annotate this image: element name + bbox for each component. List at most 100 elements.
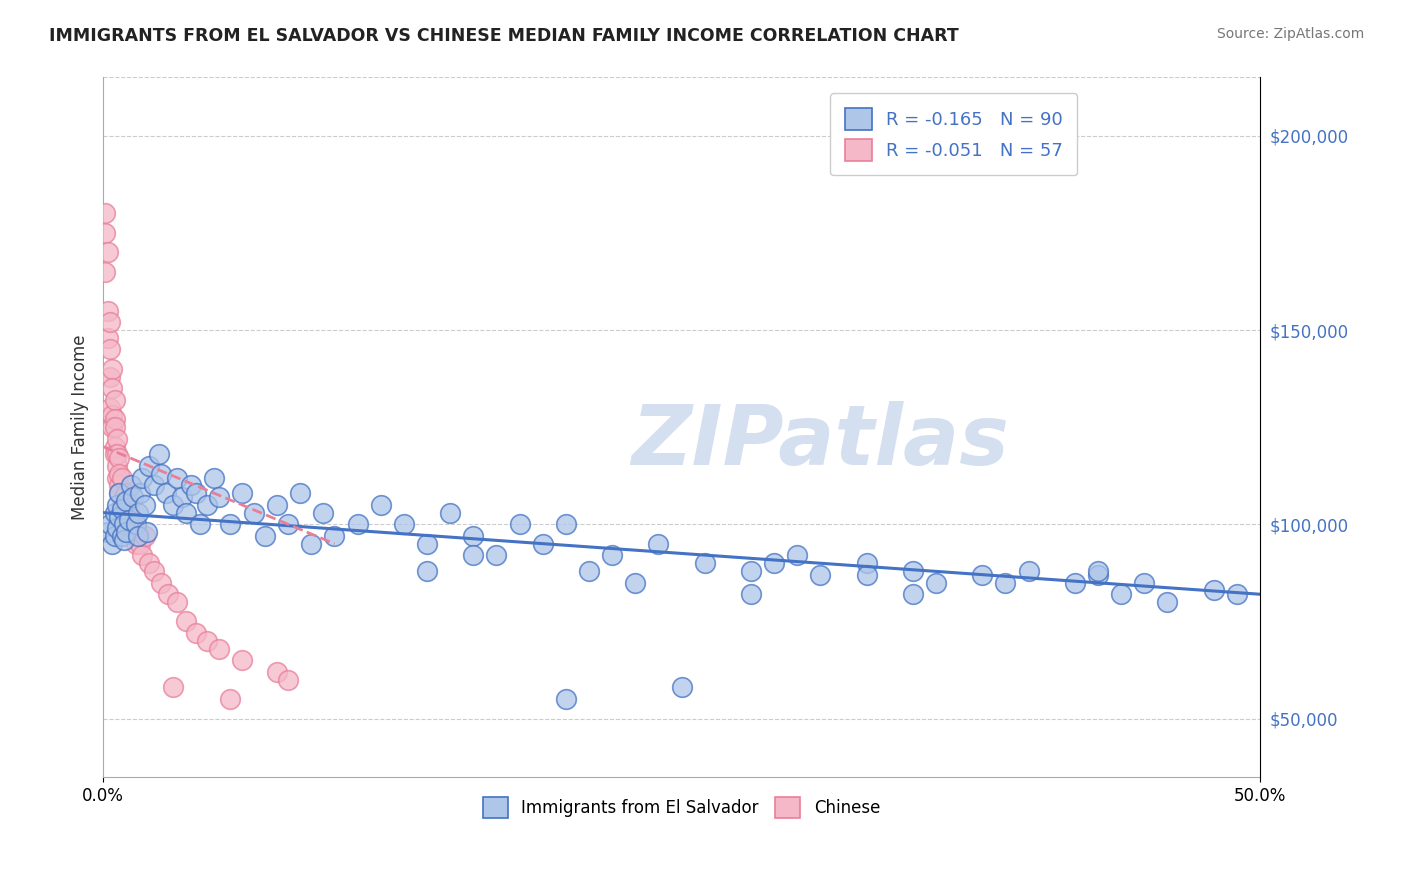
Point [901,564,924,578]
Point [101,420,124,434]
Point [1133,575,1156,590]
Point [299,537,322,551]
Point [127,506,149,520]
Point [127,529,149,543]
Point [108,467,131,481]
Point [162,498,184,512]
Point [554,517,576,532]
Point [108,509,131,524]
Point [188,517,211,532]
Text: Source: ZipAtlas.com: Source: ZipAtlas.com [1216,27,1364,41]
Point [578,564,600,578]
Point [184,486,207,500]
Point [97,524,120,539]
Point [101,381,124,395]
Point [180,478,202,492]
Point [98,369,121,384]
Point [120,478,142,492]
Point [994,575,1017,590]
Point [416,564,439,578]
Point [219,692,242,706]
Point [509,517,531,532]
Point [149,575,172,590]
Point [98,343,121,357]
Point [624,575,647,590]
Point [554,692,576,706]
Point [370,498,392,512]
Point [101,409,124,423]
Point [693,556,716,570]
Point [98,401,121,415]
Point [156,587,179,601]
Point [97,245,120,260]
Point [1018,564,1040,578]
Point [808,567,831,582]
Point [312,506,335,520]
Point [763,556,786,570]
Point [117,506,139,520]
Point [416,537,439,551]
Point [94,265,117,279]
Point [162,681,184,695]
Point [166,595,188,609]
Point [115,517,138,532]
Point [104,440,127,454]
Point [277,673,299,687]
Point [901,587,924,601]
Point [208,641,231,656]
Point [671,681,693,695]
Point [127,524,149,539]
Point [108,486,131,500]
Point [108,486,131,500]
Point [112,517,135,532]
Point [105,447,128,461]
Point [485,549,508,563]
Point [112,490,135,504]
Point [104,529,127,543]
Point [166,471,188,485]
Legend: Immigrants from El Salvador, Chinese: Immigrants from El Salvador, Chinese [477,791,887,824]
Point [122,517,145,532]
Point [1087,567,1109,582]
Point [925,575,948,590]
Point [124,517,146,532]
Point [600,549,623,563]
Point [254,529,277,543]
Point [855,556,877,570]
Point [115,486,138,500]
Point [101,537,124,551]
Point [98,315,121,329]
Point [111,501,134,516]
Point [647,537,669,551]
Point [108,478,131,492]
Point [104,506,127,520]
Point [104,392,127,407]
Point [1202,583,1225,598]
Point [131,471,153,485]
Point [1109,587,1132,601]
Point [463,529,485,543]
Point [108,451,131,466]
Point [136,524,159,539]
Point [195,498,218,512]
Point [111,471,134,485]
Point [115,524,138,539]
Point [94,226,117,240]
Point [740,564,762,578]
Point [149,467,172,481]
Point [105,432,128,446]
Point [111,498,134,512]
Point [122,490,145,504]
Point [143,478,166,492]
Point [972,567,994,582]
Point [94,206,117,220]
Point [202,471,225,485]
Point [138,458,160,473]
Point [112,533,135,547]
Point [231,486,253,500]
Point [1087,564,1109,578]
Point [740,587,762,601]
Point [1063,575,1085,590]
Point [288,486,311,500]
Point [104,420,127,434]
